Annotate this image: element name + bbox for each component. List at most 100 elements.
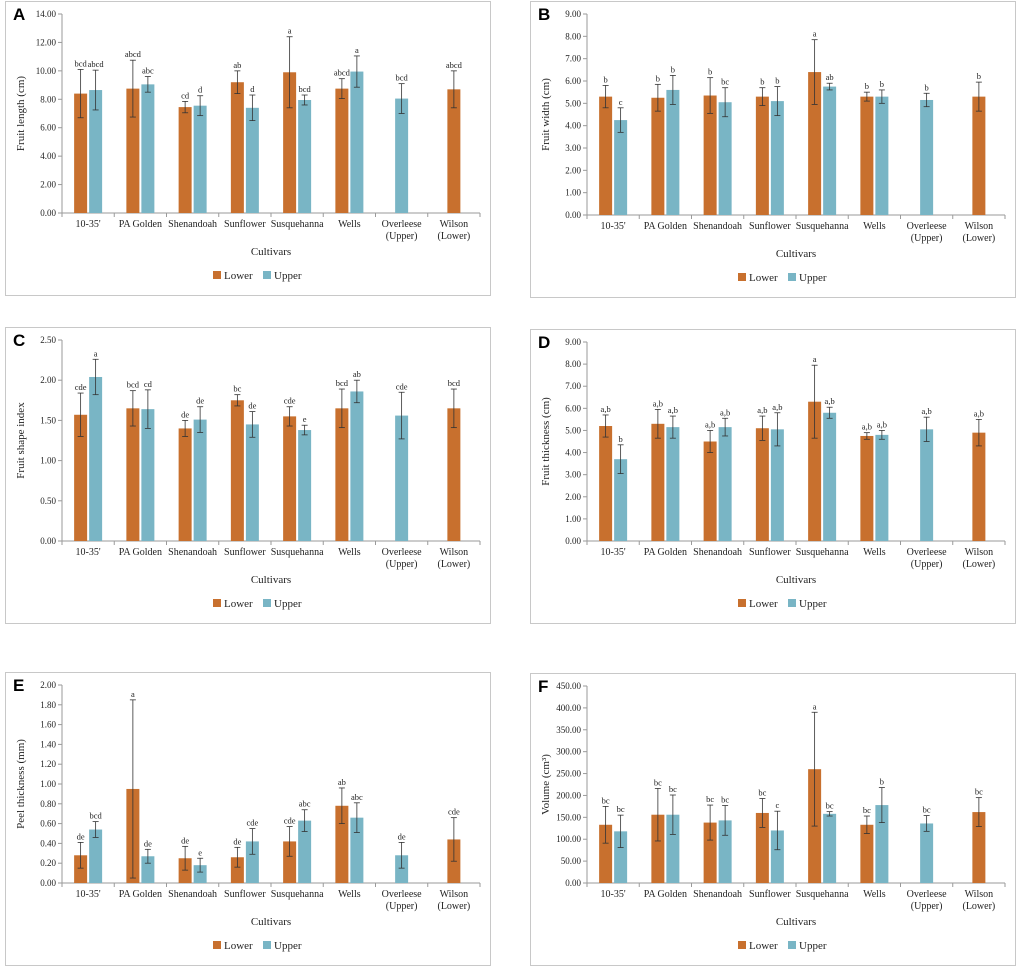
bar-upper bbox=[718, 102, 732, 215]
significance-label: a bbox=[813, 354, 817, 364]
x-axis-title: Cultivars bbox=[251, 246, 291, 258]
significance-label: b bbox=[604, 74, 608, 84]
bar-lower bbox=[808, 401, 822, 541]
legend-label-lower: Lower bbox=[749, 598, 778, 610]
y-tick-label: 0.00 bbox=[40, 208, 56, 218]
y-tick-label: 2.00 bbox=[565, 165, 581, 175]
legend-swatch-lower bbox=[213, 941, 221, 949]
category-label: 10-35' bbox=[76, 219, 101, 230]
panel-label: E bbox=[13, 676, 25, 695]
legend-swatch-upper bbox=[788, 599, 796, 607]
bar-upper bbox=[193, 419, 207, 541]
y-tick-label: 0.00 bbox=[565, 536, 581, 546]
bar-lower bbox=[599, 824, 613, 883]
bar-lower bbox=[755, 428, 769, 541]
y-tick-label: 100.00 bbox=[556, 834, 581, 844]
y-axis-title: Fruit width (cm) bbox=[540, 78, 552, 151]
bar-lower bbox=[283, 841, 297, 883]
significance-label: ab bbox=[826, 72, 834, 82]
category-label: Wilson (Lower) bbox=[962, 889, 995, 912]
y-tick-label: 1.80 bbox=[40, 700, 56, 710]
bar-lower bbox=[808, 72, 822, 215]
bar-lower bbox=[74, 93, 88, 213]
category-label: 10-35' bbox=[601, 889, 626, 900]
legend-label-lower: Lower bbox=[749, 272, 778, 284]
category-label: Wells bbox=[338, 547, 361, 558]
bar-upper bbox=[89, 376, 103, 541]
y-tick-label: 9.00 bbox=[565, 9, 581, 19]
y-tick-label: 2.00 bbox=[40, 375, 56, 385]
legend-swatch-lower bbox=[213, 271, 221, 279]
bar-upper bbox=[614, 831, 628, 883]
y-tick-label: 4.00 bbox=[40, 151, 56, 161]
significance-label: c bbox=[775, 800, 779, 810]
bar-lower bbox=[335, 805, 349, 883]
significance-label: abc bbox=[351, 792, 363, 802]
category-label: Sunflower bbox=[224, 889, 266, 900]
significance-label: a bbox=[288, 26, 292, 36]
y-tick-label: 400.00 bbox=[556, 703, 581, 713]
category-label: Overleese (Upper) bbox=[382, 219, 423, 242]
category-label: Wells bbox=[863, 547, 886, 558]
bar-upper bbox=[823, 412, 837, 541]
legend-label-lower: Lower bbox=[224, 940, 253, 952]
legend-label-upper: Upper bbox=[274, 598, 302, 610]
significance-label: bcd bbox=[448, 378, 461, 388]
legend-label-lower: Lower bbox=[749, 940, 778, 952]
legend-swatch-upper bbox=[263, 941, 271, 949]
x-axis-title: Cultivars bbox=[776, 248, 816, 260]
chart-F: 0.00 50.00 100.00 150.00 200.00 250.00 300.00 3… bbox=[540, 681, 1006, 952]
panel-E: E 0.00 0.20 0.40 0.60 0.80 1.00 1.20 1.40 1.60 1.… bbox=[5, 672, 491, 966]
category-label: Shenandoah bbox=[168, 547, 217, 558]
significance-label: bc bbox=[233, 384, 241, 394]
bar-upper bbox=[141, 84, 155, 213]
legend-label-upper: Upper bbox=[274, 270, 302, 282]
bar-upper bbox=[89, 90, 103, 213]
significance-label: cde bbox=[284, 396, 296, 406]
significance-label: abcd bbox=[88, 59, 105, 69]
significance-label: b bbox=[708, 67, 712, 77]
x-axis-title: Cultivars bbox=[251, 916, 291, 928]
significance-label: bc bbox=[826, 801, 834, 811]
category-label: Susquehanna bbox=[271, 219, 324, 230]
bar-upper bbox=[666, 89, 680, 215]
significance-label: b bbox=[977, 71, 981, 81]
significance-label: bc bbox=[975, 787, 983, 797]
category-label: PA Golden bbox=[119, 219, 162, 230]
category-label: PA Golden bbox=[644, 221, 687, 232]
y-axis-title: Volume (cm³) bbox=[540, 754, 552, 815]
bar-lower bbox=[126, 88, 140, 213]
y-tick-label: 9.00 bbox=[565, 337, 581, 347]
category-label: Susquehanna bbox=[796, 547, 849, 558]
bar-upper bbox=[875, 805, 889, 883]
significance-label: cd bbox=[181, 90, 190, 100]
legend-swatch-upper bbox=[263, 599, 271, 607]
significance-label: bcd bbox=[336, 378, 349, 388]
legend-swatch-lower bbox=[738, 273, 746, 281]
y-tick-label: 150.00 bbox=[556, 812, 581, 822]
category-label: Sunflower bbox=[749, 889, 791, 900]
y-tick-label: 8.00 bbox=[40, 94, 56, 104]
y-tick-label: 6.00 bbox=[565, 76, 581, 86]
bar-lower bbox=[651, 423, 665, 541]
y-tick-label: 12.00 bbox=[36, 37, 57, 47]
significance-label: bc bbox=[617, 804, 625, 814]
category-label: Overleese (Upper) bbox=[382, 889, 423, 912]
bar-lower bbox=[860, 435, 874, 541]
category-label: Shenandoah bbox=[693, 889, 742, 900]
significance-label: de bbox=[181, 409, 189, 419]
significance-label: cde bbox=[396, 381, 408, 391]
category-label: Wilson (Lower) bbox=[437, 889, 470, 912]
category-label: Wells bbox=[863, 889, 886, 900]
y-tick-label: 6.00 bbox=[40, 123, 56, 133]
bar-lower bbox=[178, 428, 192, 541]
category-label: 10-35' bbox=[76, 547, 101, 558]
significance-label: ab bbox=[338, 777, 346, 787]
legend-label-upper: Upper bbox=[799, 940, 827, 952]
bar-upper bbox=[193, 865, 207, 883]
y-tick-label: 7.00 bbox=[565, 54, 581, 64]
significance-label: de bbox=[248, 401, 256, 411]
panel-label: D bbox=[538, 333, 551, 352]
significance-label: de bbox=[196, 396, 204, 406]
legend-label-lower: Lower bbox=[224, 598, 253, 610]
